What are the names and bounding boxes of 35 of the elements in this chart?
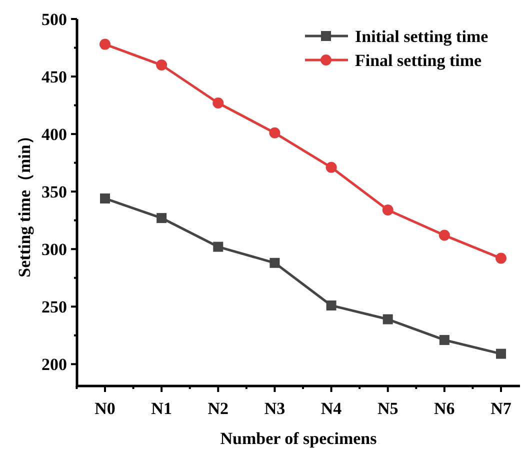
point <box>213 242 224 252</box>
point <box>438 230 450 241</box>
x-tick-label: N4 <box>320 399 342 418</box>
point <box>270 258 280 268</box>
point <box>269 127 280 138</box>
point <box>382 204 394 216</box>
x-tick-label: N3 <box>264 399 286 418</box>
point <box>156 213 167 224</box>
point <box>326 300 336 310</box>
point <box>326 162 337 173</box>
legend-label: Initial setting time <box>355 27 489 46</box>
y-tick-label: 200 <box>42 355 67 374</box>
y-tick-label: 300 <box>42 240 67 260</box>
y-tick-label: 450 <box>42 68 67 87</box>
point <box>496 252 506 264</box>
point <box>100 193 110 204</box>
point <box>100 38 110 50</box>
legend-label: Final setting time <box>355 51 482 70</box>
x-tick-label: N2 <box>208 399 229 418</box>
x-tick-label: N5 <box>377 399 398 418</box>
y-tick-label: 350 <box>42 182 67 202</box>
x-tick-label: N0 <box>94 399 116 418</box>
x-tick-label: N7 <box>490 399 512 418</box>
y-tick-label: 400 <box>42 125 67 144</box>
x-tick-label: N6 <box>434 399 455 418</box>
point <box>212 97 224 108</box>
point <box>382 314 393 324</box>
x-tick-label: N1 <box>151 399 172 418</box>
point <box>496 348 506 359</box>
y-axis-title: Setting time（min） <box>15 128 34 278</box>
x-axis-title: Number of specimens <box>220 429 378 448</box>
point <box>439 334 450 345</box>
y-tick-label: 250 <box>42 298 67 317</box>
y-tick-label: 500 <box>42 10 67 29</box>
point <box>156 60 168 71</box>
